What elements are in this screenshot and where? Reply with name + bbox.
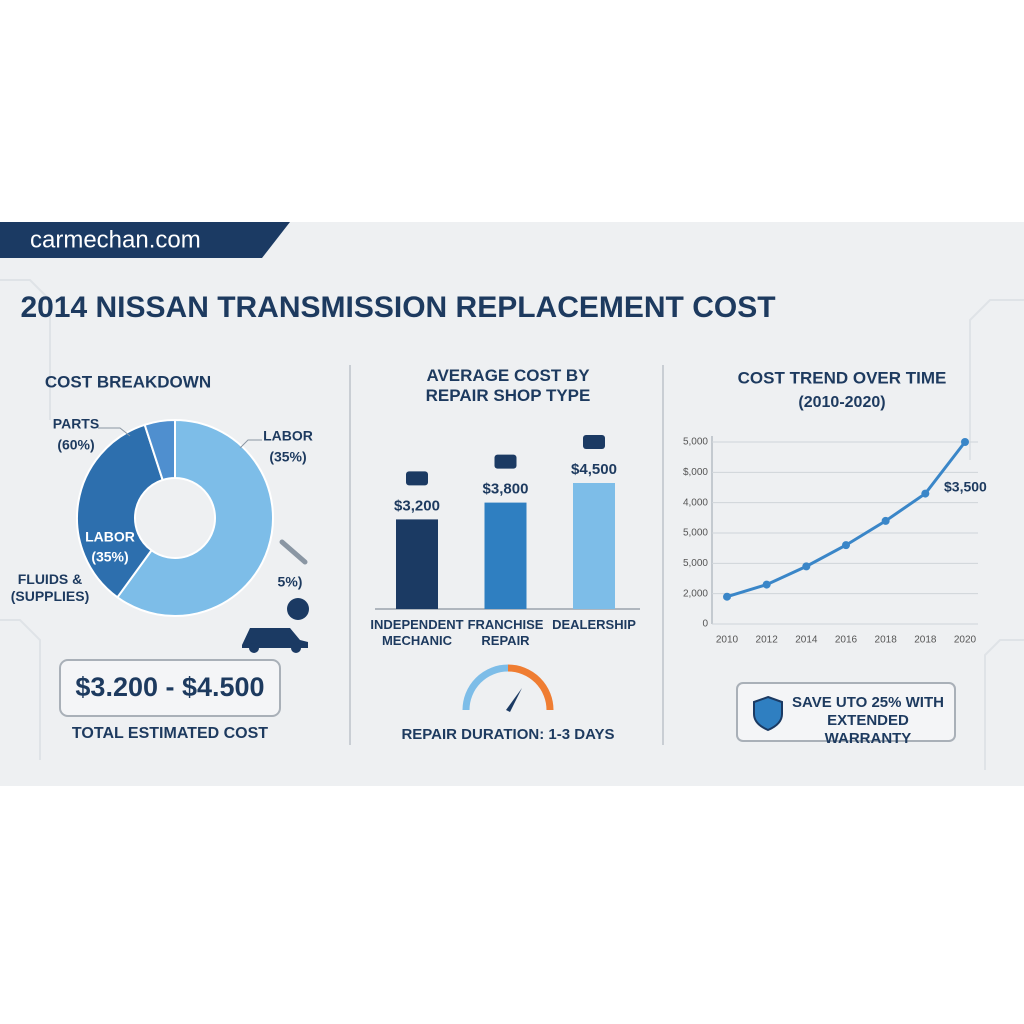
slice-value-label: (60%)	[57, 437, 94, 453]
x-tick-label: 2018	[914, 635, 937, 646]
leader-line	[239, 439, 262, 449]
y-tick-label: 4,000	[683, 497, 708, 508]
slice-label: FLUIDS & (SUPPLIES)	[10, 571, 90, 604]
y-tick-label: 0	[702, 619, 708, 630]
shop-icon	[583, 435, 605, 449]
y-tick-label: 5,000	[683, 558, 708, 569]
x-tick-label: FRANCHISE REPAIR	[467, 617, 544, 648]
chart-title: AVERAGE COST BY REPAIR SHOP TYPE	[425, 366, 591, 406]
slice-label: PARTS	[53, 416, 99, 432]
data-point	[842, 541, 850, 550]
slice-label: LABOR	[263, 428, 313, 444]
gauge-arc	[462, 664, 509, 711]
x-tick-label: 2012	[756, 635, 779, 646]
brand: carmechan.com	[30, 226, 201, 253]
x-tick-label: 2020	[954, 635, 977, 646]
data-point	[723, 592, 731, 601]
data-point	[881, 516, 890, 525]
pie-slice	[143, 418, 176, 482]
car-wheel	[249, 643, 259, 653]
slice-value-label: (35%)	[269, 449, 306, 465]
annotation: $3,500	[944, 479, 987, 495]
shield-icon	[753, 695, 783, 732]
data-point	[921, 489, 930, 498]
total-label: TOTAL ESTIMATED COST	[72, 725, 268, 742]
bar-value-label: $3,200	[394, 497, 440, 514]
repair-duration: REPAIR DURATION: 1-3 DAYS	[401, 726, 614, 743]
gauge-needle	[506, 688, 522, 712]
x-tick-label: DEALERSHIP	[552, 617, 636, 632]
y-tick-label: 2,000	[683, 588, 708, 599]
bar-value-label: $4,500	[571, 461, 617, 478]
warranty-text: SAVE UTO 25% WITH EXTENDED WARRANTY	[792, 694, 944, 747]
y-tick-label: $,000	[683, 467, 708, 478]
bar	[484, 502, 527, 609]
circuit-decor	[0, 279, 1024, 770]
slice-label: LABOR	[85, 529, 135, 545]
x-tick-label: INDEPENDENT MECHANIC	[370, 617, 464, 648]
data-point	[961, 438, 969, 446]
chart-title: COST TREND OVER TIME	[738, 368, 947, 387]
pie-slice	[76, 423, 164, 599]
total-cost: $3.200 - $4.500	[75, 672, 264, 702]
x-tick-label: 2018	[875, 635, 898, 646]
slice-value-label: (35%)	[91, 549, 128, 565]
brand-banner	[0, 222, 290, 258]
shop-icon	[494, 454, 517, 469]
car-icon	[242, 628, 308, 648]
slice-value-label: 5%)	[278, 574, 303, 590]
chart-title: COST BREAKDOWN	[45, 372, 211, 391]
x-tick-label: 2016	[835, 635, 858, 646]
warranty-box	[736, 682, 956, 742]
data-point	[802, 562, 811, 571]
shop-icon	[406, 471, 428, 486]
bar	[573, 483, 615, 609]
pie-slice	[115, 418, 274, 617]
x-tick-label: 2010	[716, 635, 739, 646]
y-tick-label: 5,000	[683, 437, 708, 448]
dollar-icon	[287, 598, 309, 620]
car-wheel	[291, 643, 301, 653]
total-box	[59, 659, 281, 717]
x-tick-label: 2014	[795, 635, 818, 646]
wrench-icon	[279, 539, 308, 565]
bar-value-label: $3,800	[483, 481, 529, 498]
chart-subtitle: (2010-2020)	[798, 394, 885, 411]
bar	[396, 519, 438, 609]
data-point	[762, 580, 771, 589]
leader-line	[98, 427, 131, 437]
main-title: 2014 NISSAN TRANSMISSION REPLACEMENT COS…	[20, 291, 775, 324]
y-tick-label: 5,000	[683, 528, 708, 539]
gauge-arc	[507, 664, 554, 711]
